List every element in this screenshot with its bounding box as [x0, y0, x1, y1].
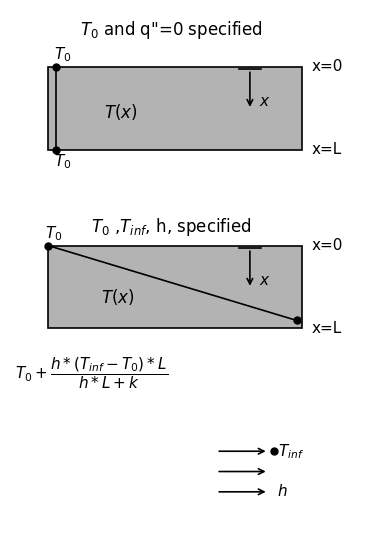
Text: $T_0$: $T_0$	[54, 45, 72, 64]
Text: x=L: x=L	[311, 142, 342, 157]
Text: $T(x)$: $T(x)$	[104, 103, 138, 122]
Bar	[48, 67, 302, 150]
Text: $T_0+\dfrac{h*(T_{inf}-T_0)*L}{h*L+k}$: $T_0+\dfrac{h*(T_{inf}-T_0)*L}{h*L+k}$	[15, 355, 168, 391]
Text: x=0: x=0	[311, 238, 343, 253]
Bar	[48, 246, 302, 328]
Text: $T_0$ and q"=0 specified: $T_0$ and q"=0 specified	[80, 19, 263, 41]
Text: $T(x)$: $T(x)$	[101, 287, 134, 307]
Text: $T_0$: $T_0$	[54, 152, 72, 171]
Text: x=0: x=0	[311, 59, 343, 74]
Text: $T_0$: $T_0$	[45, 224, 62, 243]
Text: $T_{inf}$: $T_{inf}$	[278, 442, 304, 461]
Text: $T_0$ ,$T_{inf}$, h, specified: $T_0$ ,$T_{inf}$, h, specified	[91, 216, 252, 238]
Text: h: h	[278, 484, 288, 499]
Text: x=L: x=L	[311, 321, 342, 336]
Text: x: x	[259, 273, 268, 288]
Text: x: x	[259, 95, 268, 109]
